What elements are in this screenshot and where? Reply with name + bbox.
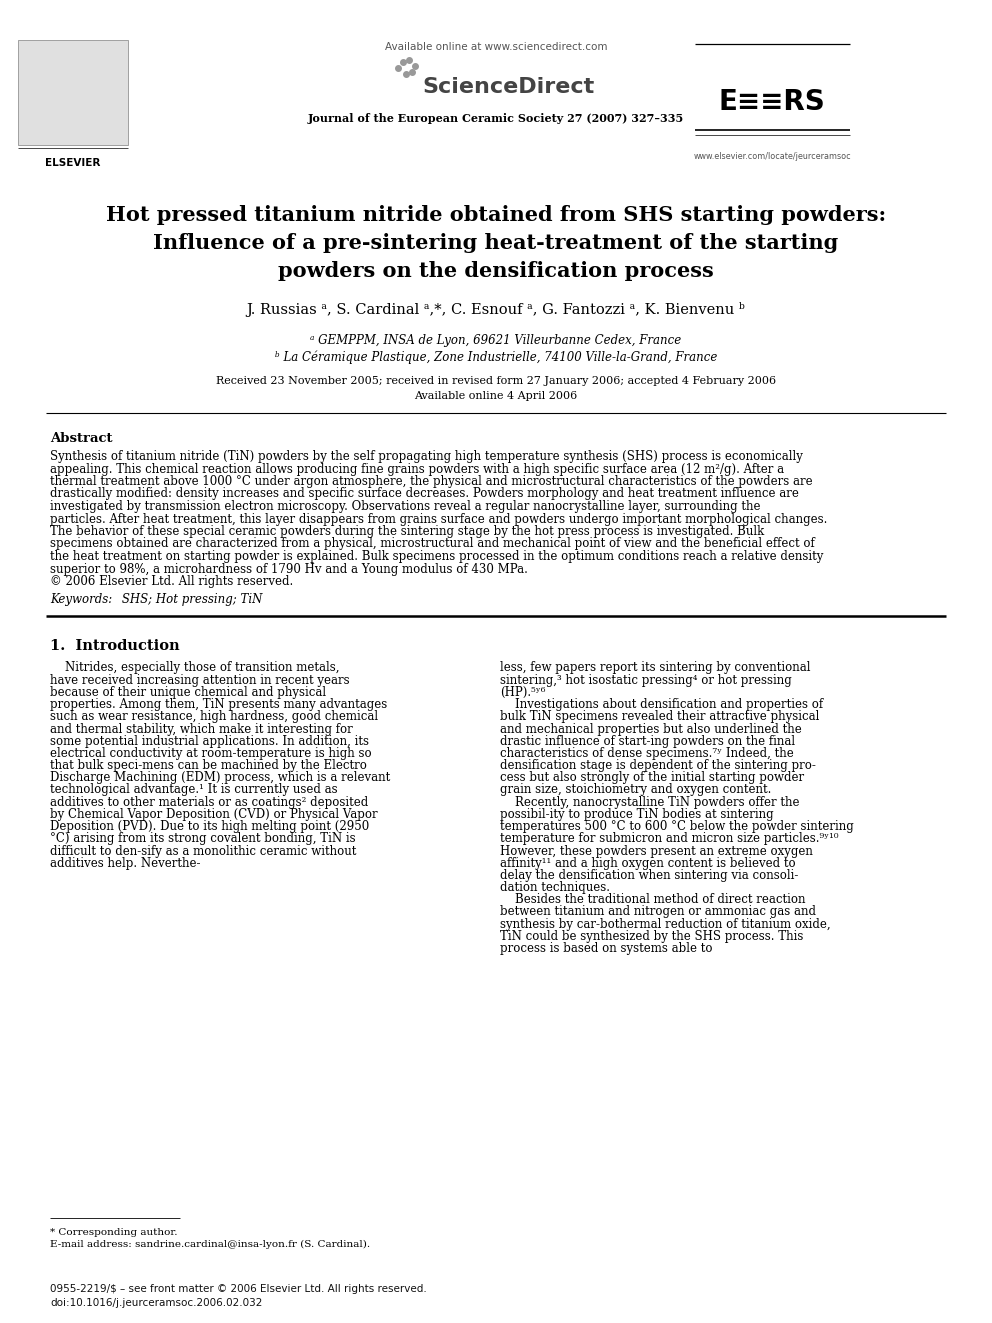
Text: Nitrides, especially those of transition metals,: Nitrides, especially those of transition…: [50, 662, 339, 675]
Text: process is based on systems able to: process is based on systems able to: [500, 942, 712, 955]
Text: grain size, stoichiometry and oxygen content.: grain size, stoichiometry and oxygen con…: [500, 783, 772, 796]
Text: Received 23 November 2005; received in revised form 27 January 2006; accepted 4 : Received 23 November 2005; received in r…: [216, 376, 776, 386]
Text: affinity¹¹ and a high oxygen content is believed to: affinity¹¹ and a high oxygen content is …: [500, 857, 796, 869]
Text: °C) arising from its strong covalent bonding, TiN is: °C) arising from its strong covalent bon…: [50, 832, 355, 845]
Text: difficult to den-sify as a monolithic ceramic without: difficult to den-sify as a monolithic ce…: [50, 844, 356, 857]
Text: (HP).⁵ʸ⁶: (HP).⁵ʸ⁶: [500, 685, 546, 699]
Text: Available online at www.sciencedirect.com: Available online at www.sciencedirect.co…: [385, 42, 607, 52]
Text: bulk TiN specimens revealed their attractive physical: bulk TiN specimens revealed their attrac…: [500, 710, 819, 724]
Text: J. Russias ᵃ, S. Cardinal ᵃ,*, C. Esnouf ᵃ, G. Fantozzi ᵃ, K. Bienvenu ᵇ: J. Russias ᵃ, S. Cardinal ᵃ,*, C. Esnouf…: [247, 302, 745, 318]
Text: doi:10.1016/j.jeurceramsoc.2006.02.032: doi:10.1016/j.jeurceramsoc.2006.02.032: [50, 1298, 262, 1308]
Text: * Corresponding author.: * Corresponding author.: [50, 1228, 178, 1237]
Text: particles. After heat treatment, this layer disappears from grains surface and p: particles. After heat treatment, this la…: [50, 512, 827, 525]
Text: electrical conductivity at room-temperature is high so: electrical conductivity at room-temperat…: [50, 747, 372, 759]
Bar: [18, 40, 128, 146]
Text: E≡≡RS: E≡≡RS: [718, 89, 825, 116]
Text: Journal of the European Ceramic Society 27 (2007) 327–335: Journal of the European Ceramic Society …: [308, 112, 684, 124]
Text: technological advantage.¹ It is currently used as: technological advantage.¹ It is currentl…: [50, 783, 337, 796]
Text: 0955-2219/$ – see front matter © 2006 Elsevier Ltd. All rights reserved.: 0955-2219/$ – see front matter © 2006 El…: [50, 1285, 427, 1294]
Text: that bulk speci-mens can be machined by the Electro: that bulk speci-mens can be machined by …: [50, 759, 367, 773]
Text: Investigations about densification and properties of: Investigations about densification and p…: [500, 699, 823, 710]
Text: possibil-ity to produce TiN bodies at sintering: possibil-ity to produce TiN bodies at si…: [500, 808, 774, 820]
Text: characteristics of dense specimens.⁷ʸ Indeed, the: characteristics of dense specimens.⁷ʸ In…: [500, 747, 794, 759]
Text: delay the densification when sintering via consoli-: delay the densification when sintering v…: [500, 869, 799, 882]
Text: Keywords:  SHS; Hot pressing; TiN: Keywords: SHS; Hot pressing; TiN: [50, 594, 262, 606]
Text: www.elsevier.com/locate/jeurceramsoc: www.elsevier.com/locate/jeurceramsoc: [693, 152, 851, 161]
Text: investigated by transmission electron microscopy. Observations reveal a regular : investigated by transmission electron mi…: [50, 500, 761, 513]
Text: ELSEVIER: ELSEVIER: [46, 157, 100, 168]
Text: such as wear resistance, high hardness, good chemical: such as wear resistance, high hardness, …: [50, 710, 378, 724]
Text: Deposition (PVD). Due to its high melting point (2950: Deposition (PVD). Due to its high meltin…: [50, 820, 369, 833]
Text: specimens obtained are characterized from a physical, microstructural and mechan: specimens obtained are characterized fro…: [50, 537, 814, 550]
Text: because of their unique chemical and physical: because of their unique chemical and phy…: [50, 685, 326, 699]
Text: However, these powders present an extreme oxygen: However, these powders present an extrem…: [500, 844, 812, 857]
Text: Besides the traditional method of direct reaction: Besides the traditional method of direct…: [500, 893, 806, 906]
Text: temperatures 500 °C to 600 °C below the powder sintering: temperatures 500 °C to 600 °C below the …: [500, 820, 854, 833]
Text: properties. Among them, TiN presents many advantages: properties. Among them, TiN presents man…: [50, 699, 387, 710]
Text: TiN could be synthesized by the SHS process. This: TiN could be synthesized by the SHS proc…: [500, 930, 804, 943]
Text: ᵇ La Céramique Plastique, Zone Industrielle, 74100 Ville-la-Grand, France: ᵇ La Céramique Plastique, Zone Industrie…: [275, 351, 717, 364]
Text: sintering,³ hot isostatic pressing⁴ or hot pressing: sintering,³ hot isostatic pressing⁴ or h…: [500, 673, 792, 687]
Text: © 2006 Elsevier Ltd. All rights reserved.: © 2006 Elsevier Ltd. All rights reserved…: [50, 576, 294, 587]
Text: Influence of a pre-sintering heat-treatment of the starting: Influence of a pre-sintering heat-treatm…: [154, 233, 838, 253]
Text: Discharge Machining (EDM) process, which is a relevant: Discharge Machining (EDM) process, which…: [50, 771, 390, 785]
Text: synthesis by car-bothermal reduction of titanium oxide,: synthesis by car-bothermal reduction of …: [500, 918, 830, 930]
Text: Hot pressed titanium nitride obtained from SHS starting powders:: Hot pressed titanium nitride obtained fr…: [106, 205, 886, 225]
Text: powders on the densification process: powders on the densification process: [278, 261, 714, 280]
Text: Available online 4 April 2006: Available online 4 April 2006: [415, 392, 577, 401]
Text: additives to other materials or as coatings² deposited: additives to other materials or as coati…: [50, 795, 368, 808]
Text: and mechanical properties but also underlined the: and mechanical properties but also under…: [500, 722, 802, 736]
Text: The behavior of these special ceramic powders during the sintering stage by the : The behavior of these special ceramic po…: [50, 525, 764, 538]
Text: ᵃ GEMPPM, INSA de Lyon, 69621 Villeurbanne Cedex, France: ᵃ GEMPPM, INSA de Lyon, 69621 Villeurban…: [310, 333, 682, 347]
Text: drastically modified: density increases and specific surface decreases. Powders : drastically modified: density increases …: [50, 487, 799, 500]
Text: 1.  Introduction: 1. Introduction: [50, 639, 180, 654]
Text: and thermal stability, which make it interesting for: and thermal stability, which make it int…: [50, 722, 353, 736]
Text: drastic influence of start-ing powders on the final: drastic influence of start-ing powders o…: [500, 734, 796, 747]
Text: have received increasing attention in recent years: have received increasing attention in re…: [50, 673, 349, 687]
Text: Synthesis of titanium nitride (TiN) powders by the self propagating high tempera: Synthesis of titanium nitride (TiN) powd…: [50, 450, 803, 463]
Text: less, few papers report its sintering by conventional: less, few papers report its sintering by…: [500, 662, 810, 675]
Text: some potential industrial applications. In addition, its: some potential industrial applications. …: [50, 734, 369, 747]
Text: the heat treatment on starting powder is explained. Bulk specimens processed in : the heat treatment on starting powder is…: [50, 550, 823, 564]
Text: Recently, nanocrystalline TiN powders offer the: Recently, nanocrystalline TiN powders of…: [500, 795, 800, 808]
Text: ScienceDirect: ScienceDirect: [422, 77, 594, 97]
Text: E-mail address: sandrine.cardinal@insa-lyon.fr (S. Cardinal).: E-mail address: sandrine.cardinal@insa-l…: [50, 1240, 370, 1249]
Text: appealing. This chemical reaction allows producing fine grains powders with a hi: appealing. This chemical reaction allows…: [50, 463, 784, 475]
Text: temperature for submicron and micron size particles.⁹ʸ¹⁰: temperature for submicron and micron siz…: [500, 832, 838, 845]
Text: by Chemical Vapor Deposition (CVD) or Physical Vapor: by Chemical Vapor Deposition (CVD) or Ph…: [50, 808, 378, 820]
Text: dation techniques.: dation techniques.: [500, 881, 610, 894]
Text: additives help. Neverthe-: additives help. Neverthe-: [50, 857, 200, 869]
Text: between titanium and nitrogen or ammoniac gas and: between titanium and nitrogen or ammonia…: [500, 905, 816, 918]
Text: cess but also strongly of the initial starting powder: cess but also strongly of the initial st…: [500, 771, 805, 785]
Text: superior to 98%, a microhardness of 1790 Hv and a Young modulus of 430 MPa.: superior to 98%, a microhardness of 1790…: [50, 562, 528, 576]
Text: densification stage is dependent of the sintering pro-: densification stage is dependent of the …: [500, 759, 815, 773]
Text: thermal treatment above 1000 °C under argon atmosphere, the physical and microst: thermal treatment above 1000 °C under ar…: [50, 475, 812, 488]
Text: Abstract: Abstract: [50, 433, 112, 445]
